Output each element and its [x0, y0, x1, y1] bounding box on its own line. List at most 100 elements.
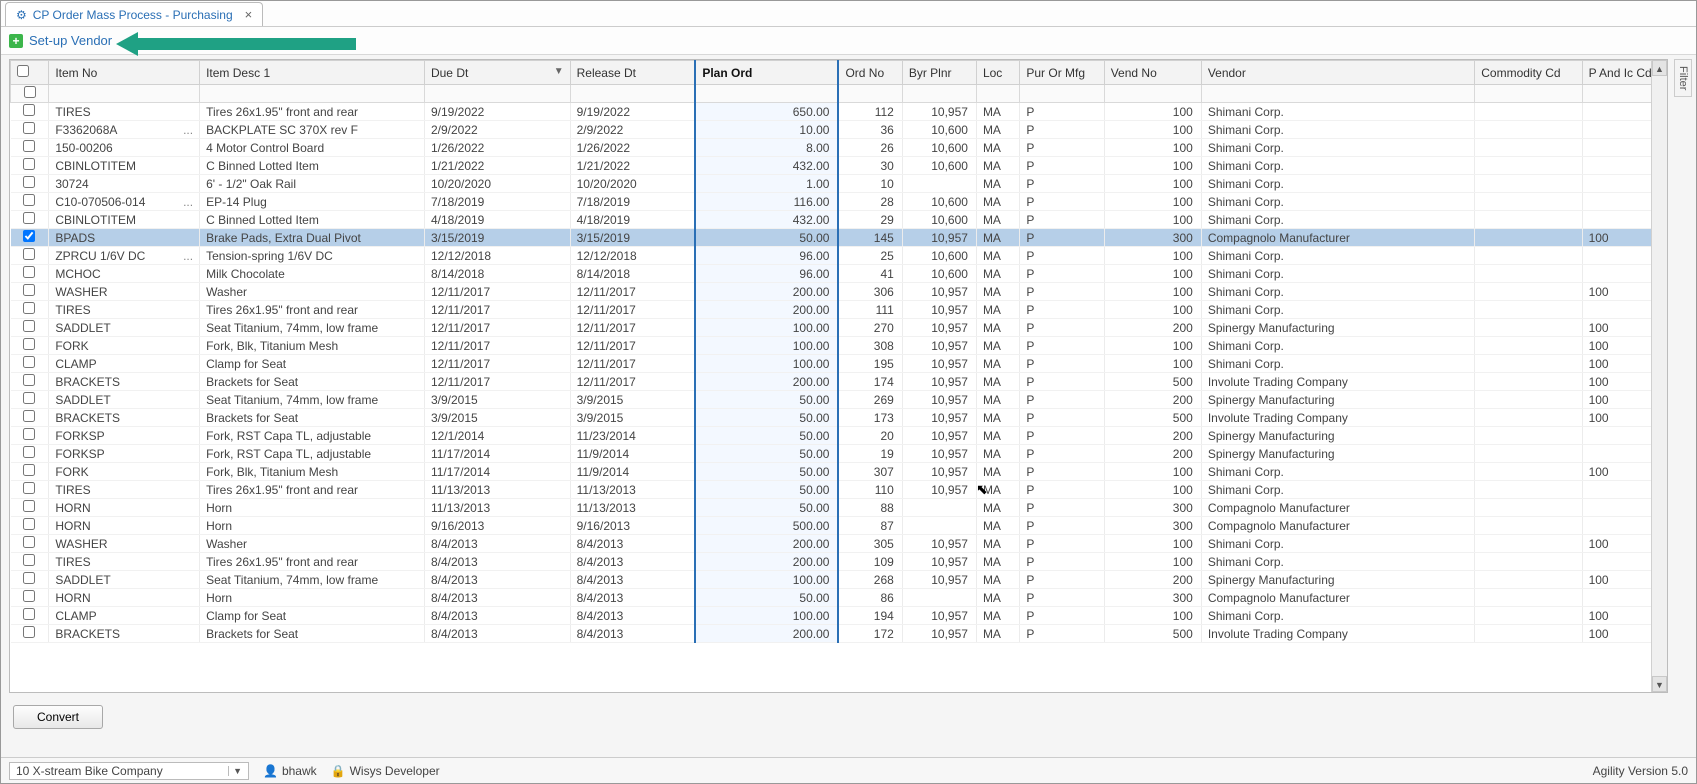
row-checkbox[interactable] [23, 266, 35, 278]
cell-plan-ord[interactable]: 96.00 [695, 247, 838, 265]
row-checkbox[interactable] [23, 320, 35, 332]
cell-plan-ord[interactable]: 100.00 [695, 571, 838, 589]
col-plan-ord[interactable]: Plan Ord [695, 61, 838, 85]
table-row[interactable]: C10-070506-014...EP-14 Plug7/18/20197/18… [11, 193, 1667, 211]
row-checkbox[interactable] [23, 374, 35, 386]
row-checkbox[interactable] [23, 464, 35, 476]
cell-plan-ord[interactable]: 500.00 [695, 517, 838, 535]
convert-button[interactable]: Convert [13, 705, 103, 729]
chk[interactable] [11, 517, 49, 535]
table-row[interactable]: TIRESTires 26x1.95" front and rear8/4/20… [11, 553, 1667, 571]
chk[interactable] [11, 283, 49, 301]
cell-plan-ord[interactable]: 100.00 [695, 337, 838, 355]
chk[interactable] [11, 571, 49, 589]
scroll-down-icon[interactable]: ▼ [1652, 676, 1667, 692]
cell-plan-ord[interactable]: 200.00 [695, 373, 838, 391]
col-item-desc[interactable]: Item Desc 1 [200, 61, 425, 85]
row-checkbox[interactable] [23, 140, 35, 152]
row-checkbox[interactable] [23, 104, 35, 116]
chk[interactable] [11, 409, 49, 427]
table-row[interactable]: TIRESTires 26x1.95" front and rear12/11/… [11, 301, 1667, 319]
vertical-scrollbar[interactable]: ▲ ▼ [1651, 60, 1667, 692]
filter-checkbox[interactable] [24, 86, 36, 98]
chk[interactable] [11, 607, 49, 625]
table-row[interactable]: F3362068A...BACKPLATE SC 370X rev F2/9/2… [11, 121, 1667, 139]
row-checkbox[interactable] [23, 554, 35, 566]
cell-plan-ord[interactable]: 100.00 [695, 607, 838, 625]
chk[interactable] [11, 373, 49, 391]
chk[interactable] [11, 427, 49, 445]
cell-plan-ord[interactable]: 200.00 [695, 625, 838, 643]
header-checkbox[interactable] [11, 61, 49, 85]
col-byr-plnr[interactable]: Byr Plnr [902, 61, 976, 85]
row-checkbox[interactable] [23, 518, 35, 530]
table-row[interactable]: WASHERWasher8/4/20138/4/2013200.0030510,… [11, 535, 1667, 553]
row-checkbox[interactable] [23, 392, 35, 404]
row-checkbox[interactable] [23, 536, 35, 548]
table-row[interactable]: BRACKETSBrackets for Seat3/9/20153/9/201… [11, 409, 1667, 427]
cell-plan-ord[interactable]: 50.00 [695, 481, 838, 499]
col-loc[interactable]: Loc [976, 61, 1019, 85]
chk[interactable] [11, 445, 49, 463]
filter-row[interactable] [11, 85, 1667, 103]
dropdown-icon[interactable]: ▼ [228, 766, 246, 776]
col-vendor[interactable]: Vendor [1201, 61, 1474, 85]
row-checkbox[interactable] [23, 230, 35, 242]
chk[interactable] [11, 355, 49, 373]
table-row[interactable]: FORKSPFork, RST Capa TL, adjustable12/1/… [11, 427, 1667, 445]
table-row[interactable]: SADDLETSeat Titanium, 74mm, low frame8/4… [11, 571, 1667, 589]
cell-plan-ord[interactable]: 100.00 [695, 355, 838, 373]
table-row[interactable]: SADDLETSeat Titanium, 74mm, low frame3/9… [11, 391, 1667, 409]
row-checkbox[interactable] [23, 212, 35, 224]
chk[interactable] [11, 211, 49, 229]
row-checkbox[interactable] [23, 626, 35, 638]
row-checkbox[interactable] [23, 122, 35, 134]
chk[interactable] [11, 535, 49, 553]
cell-plan-ord[interactable]: 10.00 [695, 121, 838, 139]
chk[interactable] [11, 193, 49, 211]
row-checkbox[interactable] [23, 338, 35, 350]
chk[interactable] [11, 103, 49, 121]
table-row[interactable]: HORNHorn9/16/20139/16/2013500.0087MAP300… [11, 517, 1667, 535]
cell-plan-ord[interactable]: 50.00 [695, 463, 838, 481]
cell-plan-ord[interactable]: 200.00 [695, 283, 838, 301]
table-row[interactable]: TIRESTires 26x1.95" front and rear11/13/… [11, 481, 1667, 499]
cell-plan-ord[interactable]: 50.00 [695, 427, 838, 445]
table-row[interactable]: MCHOCMilk Chocolate8/14/20188/14/201896.… [11, 265, 1667, 283]
table-row[interactable]: BRACKETSBrackets for Seat12/11/201712/11… [11, 373, 1667, 391]
chk[interactable] [11, 229, 49, 247]
chk[interactable] [11, 301, 49, 319]
row-checkbox[interactable] [23, 176, 35, 188]
col-pur-or-mfg[interactable]: Pur Or Mfg [1020, 61, 1104, 85]
table-row[interactable]: CLAMPClamp for Seat12/11/201712/11/20171… [11, 355, 1667, 373]
row-checkbox[interactable] [23, 590, 35, 602]
chk[interactable] [11, 319, 49, 337]
scroll-up-icon[interactable]: ▲ [1652, 60, 1667, 76]
chk[interactable] [11, 139, 49, 157]
table-row[interactable]: TIRESTires 26x1.95" front and rear9/19/2… [11, 103, 1667, 121]
cell-plan-ord[interactable]: 200.00 [695, 535, 838, 553]
cell-plan-ord[interactable]: 432.00 [695, 157, 838, 175]
cell-plan-ord[interactable]: 96.00 [695, 265, 838, 283]
chk[interactable] [11, 247, 49, 265]
cell-plan-ord[interactable]: 50.00 [695, 499, 838, 517]
cell-plan-ord[interactable]: 8.00 [695, 139, 838, 157]
col-vend-no[interactable]: Vend No [1104, 61, 1201, 85]
chk[interactable] [11, 499, 49, 517]
chk[interactable] [11, 463, 49, 481]
table-row[interactable]: SADDLETSeat Titanium, 74mm, low frame12/… [11, 319, 1667, 337]
company-selector[interactable]: 10 X-stream Bike Company ▼ [9, 762, 249, 780]
cell-plan-ord[interactable]: 1.00 [695, 175, 838, 193]
chk[interactable] [11, 391, 49, 409]
cell-plan-ord[interactable]: 50.00 [695, 445, 838, 463]
row-checkbox[interactable] [23, 572, 35, 584]
table-row[interactable]: ZPRCU 1/6V DC...Tension-spring 1/6V DC12… [11, 247, 1667, 265]
chk[interactable] [11, 481, 49, 499]
setup-vendor-link[interactable]: Set-up Vendor [29, 33, 112, 48]
row-checkbox[interactable] [23, 608, 35, 620]
row-checkbox[interactable] [23, 194, 35, 206]
cell-plan-ord[interactable]: 50.00 [695, 589, 838, 607]
table-row[interactable]: 150-002064 Motor Control Board1/26/20221… [11, 139, 1667, 157]
table-row[interactable]: FORKSPFork, RST Capa TL, adjustable11/17… [11, 445, 1667, 463]
row-checkbox[interactable] [23, 248, 35, 260]
